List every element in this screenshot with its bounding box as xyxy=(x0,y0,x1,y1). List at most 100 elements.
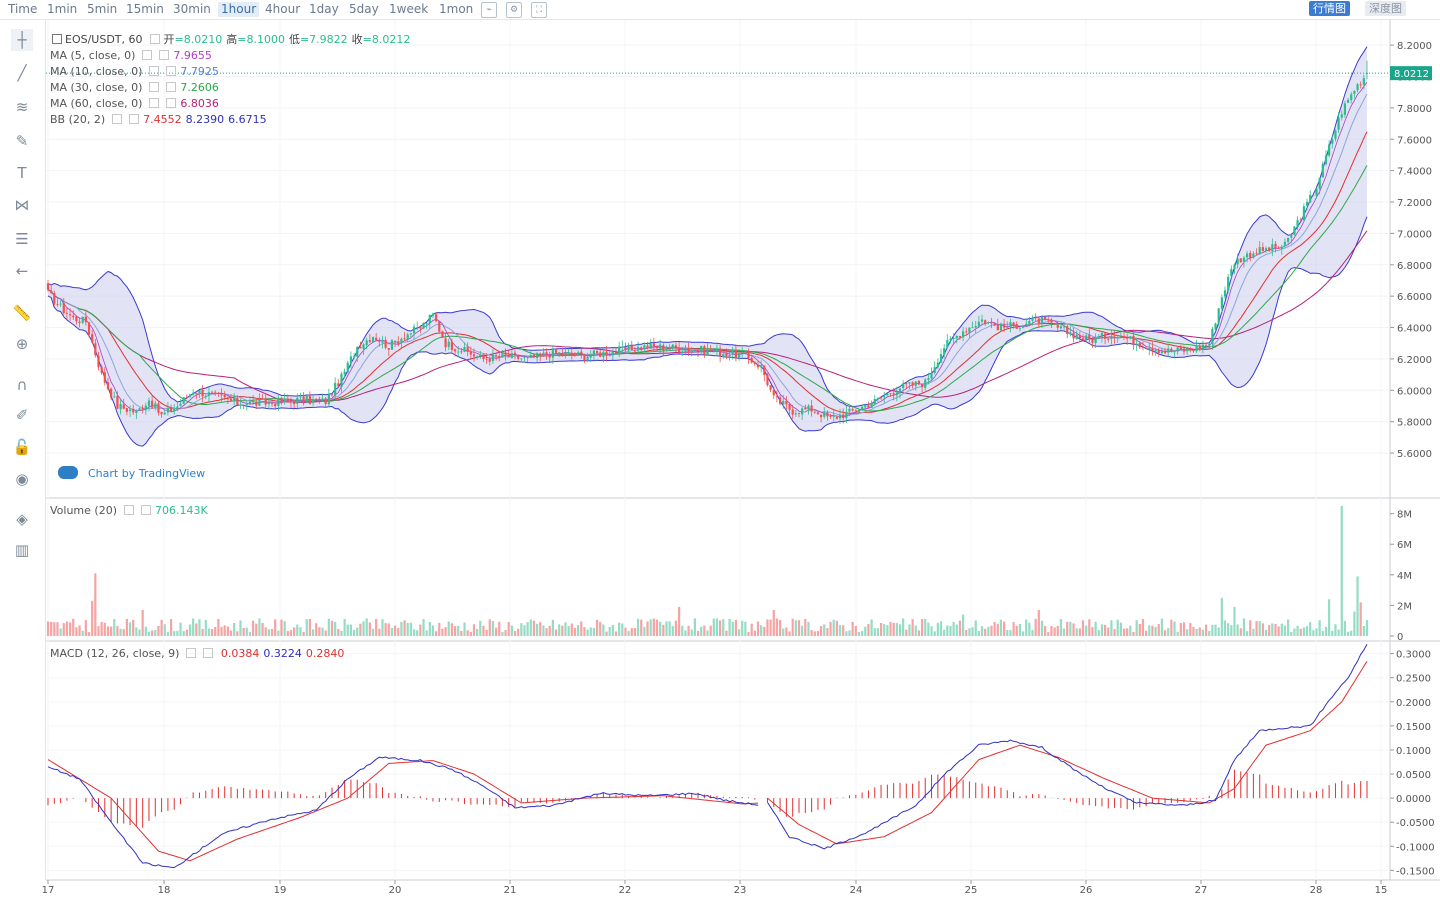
volume-bar xyxy=(712,618,715,636)
volume-bar xyxy=(791,618,794,636)
last-price-badge xyxy=(1390,66,1432,81)
candle-body xyxy=(807,405,810,410)
timeframe-1mon[interactable]: 1mon xyxy=(439,2,474,16)
candle-body xyxy=(1062,326,1066,328)
volume-bar xyxy=(293,627,296,636)
eye-icon[interactable]: ◉ xyxy=(15,470,29,488)
candle-body xyxy=(1148,348,1151,350)
close-icon[interactable] xyxy=(129,114,140,124)
candle-body xyxy=(662,345,665,351)
brush-icon[interactable]: ✎ xyxy=(15,132,29,150)
volume-bar xyxy=(387,623,390,636)
settings-icon[interactable] xyxy=(149,34,160,44)
view-depth-button[interactable]: 深度图 xyxy=(1365,1,1406,16)
candle-body xyxy=(425,323,428,324)
timeframe-4hour[interactable]: 4hour xyxy=(265,2,301,16)
time-tick-label: 18 xyxy=(158,885,171,896)
unlock-icon[interactable]: 🔓 xyxy=(12,438,32,456)
pattern-icon[interactable]: ⋈ xyxy=(14,196,30,214)
volume-bar xyxy=(220,626,223,636)
magnet-icon[interactable]: ∩ xyxy=(16,376,28,394)
timeframe-5min[interactable]: 5min xyxy=(87,2,118,16)
candle-body xyxy=(924,379,927,388)
candle-body xyxy=(756,364,760,368)
volume-bar xyxy=(1116,619,1119,636)
measure-icon[interactable]: ☰ xyxy=(15,230,29,248)
candle-body xyxy=(1179,346,1182,350)
volume-bar xyxy=(491,621,495,636)
ruler-icon[interactable]: 📏 xyxy=(12,304,32,322)
timeframe-1week[interactable]: 1week xyxy=(389,2,429,16)
volume-bar xyxy=(362,621,365,636)
collapse-icon[interactable] xyxy=(52,34,62,44)
settings-icon[interactable] xyxy=(142,50,153,60)
view-candle-button[interactable]: 行情图 xyxy=(1309,1,1350,16)
macd-signal-line xyxy=(47,661,1368,862)
timeframe-Time[interactable]: Time xyxy=(8,2,38,16)
ma60-line xyxy=(47,230,1368,403)
candle-body xyxy=(1072,332,1075,339)
back-arrow-icon[interactable]: ← xyxy=(15,262,29,280)
crosshair-icon[interactable]: ┼ xyxy=(11,29,33,51)
candle-body xyxy=(1299,219,1302,221)
close-icon[interactable] xyxy=(159,50,170,60)
timeframe-30min[interactable]: 30min xyxy=(173,2,211,16)
time-tick-label: 23 xyxy=(734,885,747,896)
tradingview-watermark[interactable]: Chart by TradingView xyxy=(58,466,205,480)
settings-icon[interactable] xyxy=(149,66,160,76)
trash-icon[interactable]: ▥ xyxy=(14,541,30,559)
candle-body xyxy=(422,322,425,329)
volume-bar xyxy=(425,630,428,636)
candle-body xyxy=(1103,333,1107,339)
close-icon[interactable] xyxy=(203,648,214,658)
volume-bar xyxy=(826,628,829,636)
settings-icon[interactable] xyxy=(149,82,160,92)
indicator-name: MA (5, close, 0) xyxy=(50,49,136,62)
candle-body xyxy=(463,346,466,352)
layers-icon[interactable]: ◈ xyxy=(16,510,28,528)
candle-body xyxy=(1245,253,1249,258)
volume-tick-label: 0 xyxy=(1397,632,1403,643)
candle-body xyxy=(611,351,614,356)
timeframe-1min[interactable]: 1min xyxy=(47,2,78,16)
timeframe-1hour[interactable]: 1hour xyxy=(218,2,260,17)
candle-body xyxy=(1264,248,1268,251)
settings-icon[interactable] xyxy=(124,505,134,515)
candle-body xyxy=(267,402,270,405)
candle-body xyxy=(91,334,94,343)
timeframe-5day[interactable]: 5day xyxy=(349,2,379,16)
close-icon[interactable] xyxy=(166,66,177,76)
symbol-label: EOS/USDT, 60 xyxy=(65,33,143,46)
close-icon[interactable] xyxy=(166,82,177,92)
chart-type-icon[interactable]: ⌁ xyxy=(481,2,497,18)
volume-bar xyxy=(949,625,952,636)
toolbar: Time 1min 5min 15min 30min 1hour 4hour 1day 5day… xyxy=(0,0,1440,20)
candle-body xyxy=(668,348,671,350)
candle-body xyxy=(116,395,119,409)
volume-bar xyxy=(674,620,678,636)
trend-line-icon[interactable]: ╱ xyxy=(17,64,27,82)
indicator-icon[interactable]: ⚙ xyxy=(506,2,522,18)
volume-bar xyxy=(1223,620,1227,636)
volume-bar xyxy=(1230,625,1233,636)
candle-body xyxy=(633,350,637,352)
settings-icon[interactable] xyxy=(112,114,123,124)
zoom-icon[interactable]: ⊕ xyxy=(15,335,29,353)
text-icon[interactable]: T xyxy=(17,164,27,182)
timeframe-15min[interactable]: 15min xyxy=(126,2,164,16)
time-tick-label: 19 xyxy=(274,885,287,896)
close-icon[interactable] xyxy=(166,98,177,108)
macd-tick-label: 0.0500 xyxy=(1396,770,1431,781)
close-icon[interactable] xyxy=(141,505,151,515)
fib-icon[interactable]: ≋ xyxy=(15,98,29,116)
lock-drawing-icon[interactable]: ✐ xyxy=(15,406,29,424)
volume-bar xyxy=(681,625,684,636)
volume-bar xyxy=(1028,622,1031,636)
fullscreen-icon[interactable]: ⛶ xyxy=(531,2,547,18)
timeframe-1day[interactable]: 1day xyxy=(309,2,339,16)
volume-bar xyxy=(469,631,472,636)
settings-icon[interactable] xyxy=(149,98,160,108)
settings-icon[interactable] xyxy=(186,648,197,658)
tradingview-logo-icon xyxy=(58,466,78,479)
